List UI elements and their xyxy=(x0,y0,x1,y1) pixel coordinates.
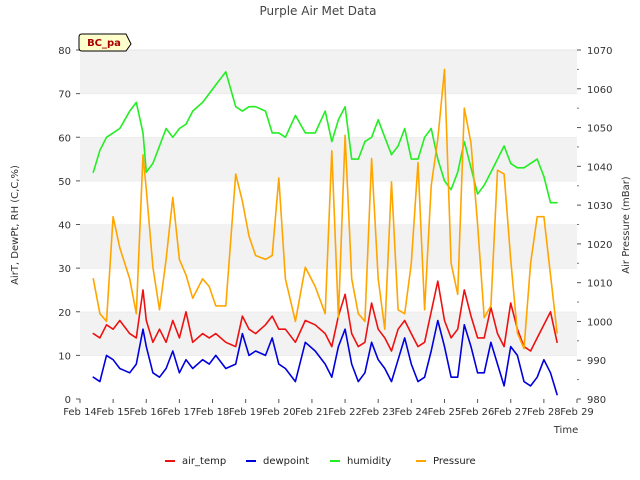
x-tick-label: Feb 23 xyxy=(361,407,395,418)
series-line-dewpoint xyxy=(92,319,558,396)
x-tick-label: Feb 20 xyxy=(262,407,296,418)
x-tick-label: Feb 24 xyxy=(395,407,429,418)
background-band xyxy=(80,311,577,356)
y2-tick-label: 980 xyxy=(587,395,606,406)
background-band xyxy=(80,355,577,399)
station-badge-label: BC_pa xyxy=(87,38,121,49)
y2-tick-label: 1030 xyxy=(587,201,612,212)
y-tick-label: 50 xyxy=(58,177,71,188)
y2-tick-label: 1040 xyxy=(587,162,612,173)
x-tick-label: Feb 29 xyxy=(560,407,594,418)
series-line-humidity xyxy=(92,71,558,204)
legend-label-dewpoint: dewpoint xyxy=(263,456,309,467)
y-tick-label: 30 xyxy=(58,264,71,275)
y-tick-label: 10 xyxy=(58,351,71,362)
y2-tick-label: 1020 xyxy=(587,240,612,251)
x-tick-label: Feb 25 xyxy=(428,407,462,418)
y-tick-label: 60 xyxy=(58,133,71,144)
background-band xyxy=(80,93,577,138)
right-y-axis-ticks: 980 990 1000 1010 1020 1030 1040 1050 1060 1070 xyxy=(577,46,612,406)
chart-title: Purple Air Met Data xyxy=(260,4,377,18)
x-tick-label: Feb 27 xyxy=(494,407,528,418)
legend-label-pressure: Pressure xyxy=(433,456,476,467)
series-lines xyxy=(92,68,558,396)
left-y-axis-title: AirT, DewPt, RH (C,C,%) xyxy=(10,165,21,285)
x-tick-label: Feb 18 xyxy=(196,407,230,418)
y2-tick-label: 1070 xyxy=(587,46,612,57)
y2-tick-label: 1000 xyxy=(587,317,612,328)
y2-tick-label: 1050 xyxy=(587,124,612,135)
background-band xyxy=(80,50,577,94)
background-band xyxy=(80,137,577,181)
y-tick-label: 40 xyxy=(58,221,71,232)
x-tick-label: Feb 19 xyxy=(229,407,263,418)
y-tick-label: 20 xyxy=(58,308,71,319)
right-y-axis-title: Air Pressure (mBar) xyxy=(621,176,632,274)
legend-label-humidity: humidity xyxy=(347,456,391,467)
left-y-axis-ticks: 0 10 20 30 40 50 60 70 80 xyxy=(58,46,80,406)
x-tick-label: Feb 15 xyxy=(96,407,130,418)
y2-tick-label: 990 xyxy=(587,356,606,367)
y-tick-label: 80 xyxy=(58,46,71,57)
legend-label-air-temp: air_temp xyxy=(182,456,226,467)
x-tick-label: Feb 26 xyxy=(461,407,495,418)
x-tick-label: Feb 21 xyxy=(295,407,329,418)
y-tick-label: 0 xyxy=(65,395,71,406)
x-tick-label: Feb 14 xyxy=(63,407,97,418)
y2-tick-label: 1010 xyxy=(587,279,612,290)
x-tick-label: Feb 22 xyxy=(328,407,362,418)
y2-tick-label: 1060 xyxy=(587,85,612,96)
x-tick-label: Feb 16 xyxy=(129,407,163,418)
x-axis-title: Time xyxy=(553,425,578,436)
station-badge: BC_pa xyxy=(78,33,132,52)
y-tick-label: 70 xyxy=(58,90,71,101)
x-tick-label: Feb 28 xyxy=(527,407,561,418)
x-tick-label: Feb 17 xyxy=(163,407,197,418)
x-axis-ticks: Feb 14 Feb 15 Feb 16 Feb 17 Feb 18 Feb 19 Feb … xyxy=(63,399,594,418)
legend: air_temp dewpoint humidity Pressure xyxy=(165,456,476,467)
station-badge-shape xyxy=(78,33,132,52)
series-line-pressure xyxy=(92,68,558,350)
